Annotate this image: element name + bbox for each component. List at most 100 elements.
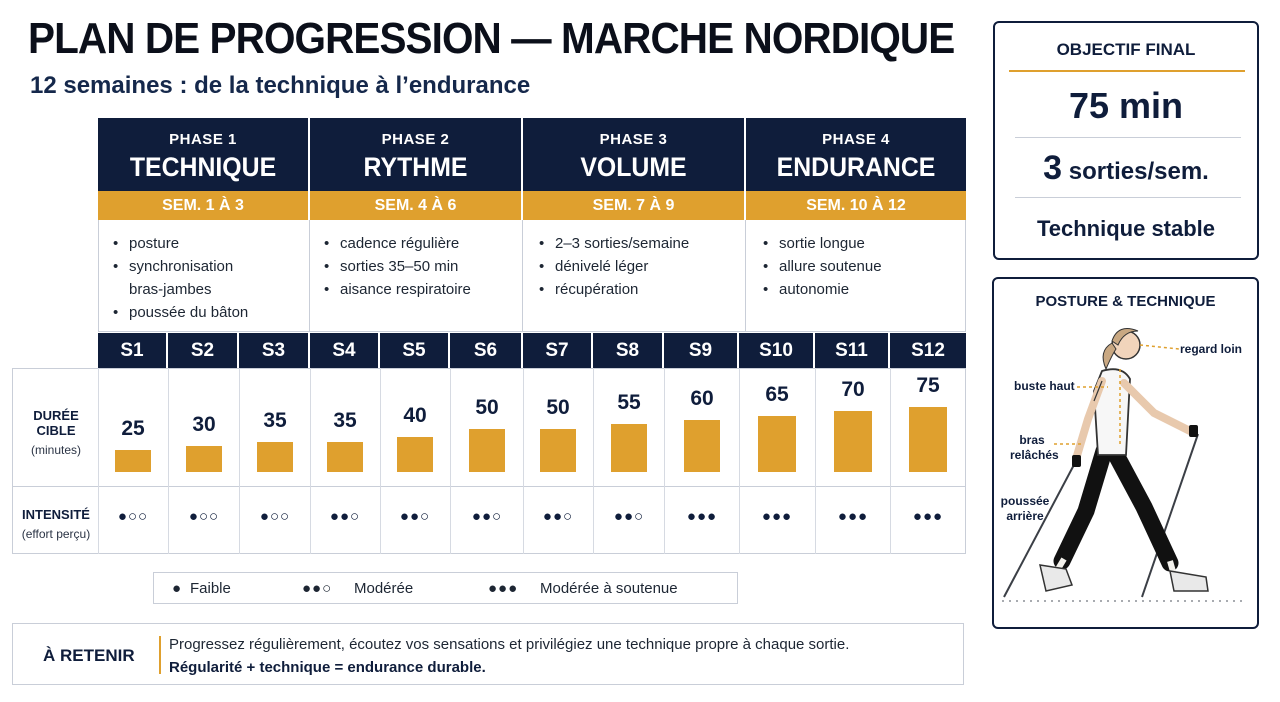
week-header-s7: S7 [523,333,593,368]
week-header-s9: S9 [664,333,739,368]
duration-value-label: 35 [333,409,357,432]
legend-mid-symbol: ●●○ [302,580,333,597]
duration-value-label: 60 [690,387,714,410]
goal-technique: Technique stable [1036,216,1216,241]
week-header-s3: S3 [239,333,310,368]
grid-divider [310,368,311,554]
grid-divider [168,368,169,554]
duration-value-label: 75 [916,374,940,397]
phase-1-weeks: SEM. 1 À 3 [98,191,310,220]
intensity-mark: ●○○ [188,508,220,525]
phase-point: sortie longue [763,232,965,255]
intensity-legend: ● Faible ●●○ Modérée ●●● Modérée à soute… [153,572,738,604]
duration-value-label: 50 [546,396,570,419]
phase-2-points: cadence régulière sorties 35–50 min aisa… [310,220,523,332]
duration-bar [186,446,222,472]
duration-value-label: 25 [121,417,145,440]
legend-low-label: Faible [190,580,231,597]
duration-bar [684,420,720,472]
page-title: PLAN DE PROGRESSION — MARCHE NORDIQUE [28,14,955,63]
phase-point: aisance respiratoire [324,278,522,301]
week-header-row [98,333,966,368]
phase-point: posture [113,232,309,255]
phase-1-points: posture synchronisation bras-jambes pous… [98,220,310,332]
progression-grid [12,368,966,554]
week-header-s8: S8 [593,333,664,368]
week-header-s6: S6 [450,333,523,368]
phase-3-header: PHASE 3 VOLUME [523,118,746,191]
duration-bar [115,450,151,472]
grid-divider [739,368,740,554]
legend-high-label: Modérée à soutenue [540,580,678,597]
phase-name: VOLUME [580,152,687,182]
intensity-mark: ●●○ [613,508,645,525]
phase-4-header: PHASE 4 ENDURANCE [746,118,966,191]
phase-3-points: 2–3 sorties/semaine dénivelé léger récup… [523,220,746,332]
grid-divider [380,368,381,554]
duration-bar [611,424,647,472]
duration-value-label: 70 [841,378,865,401]
goal-divider [1015,197,1241,198]
intensity-mark: ●●● [686,508,718,525]
phase-point: sorties 35–50 min [324,255,522,278]
phase-name: RYTHME [363,152,468,182]
posture-title: POSTURE & TECHNIQUE [1035,293,1216,310]
grid-divider [815,368,816,554]
posture-card: POSTURE & TECHNIQUE regard loin bus [992,277,1259,629]
intensity-mark: ●●● [761,508,793,525]
duration-value-label: 55 [617,391,641,414]
phase-1-header: PHASE 1 TECHNIQUE [98,118,310,191]
duration-bar [469,429,505,472]
duration-unit: (minutes) [30,443,81,457]
week-header-s10: S10 [739,333,815,368]
grid-divider [98,368,99,554]
grid-divider [664,368,665,554]
week-header-s12: S12 [911,340,945,361]
week-header-s11: S11 [815,333,890,368]
grid-divider [450,368,451,554]
phase-point: synchronisation bras-jambes [113,255,243,301]
phase-number: PHASE 1 [169,131,237,148]
intensity-mark: ●●○ [471,508,503,525]
intensity-label: INTENSITÉ [22,507,90,522]
week-header-s2: S2 [168,333,239,368]
label-arms: bras relâchés [1010,433,1059,462]
duration-value-label: 65 [765,383,789,406]
walker-illustration [1002,328,1246,602]
phase-point: allure soutenue [763,255,965,278]
legend-mid-label: Modérée [354,580,414,597]
phase-number: PHASE 2 [381,131,450,148]
intensity-mark: ●●● [837,508,869,525]
intensity-mark: ●●● [912,508,944,525]
phase-point: cadence régulière [324,232,522,255]
page-subtitle: 12 semaines : de la technique à l’endura… [30,72,531,99]
legend-low-symbol: ● [172,580,182,597]
remember-label: À RETENIR [43,646,135,665]
legend-high-symbol: ●●● [488,580,519,597]
intensity-mark: ●●○ [329,508,361,525]
phase-number: PHASE 3 [599,131,668,148]
final-goal-card: OBJECTIF FINAL 75 min 3 sorties/sem. Tec… [993,21,1259,260]
intensity-mark: ●●○ [399,508,431,525]
phase-3-weeks: SEM. 7 À 9 [523,191,746,220]
duration-value-label: 30 [192,413,216,436]
grid-divider [523,368,524,554]
goal-divider [1009,70,1245,72]
duration-value-label: 50 [475,396,499,419]
duration-bar [909,407,947,472]
duration-row-label: DURÉE CIBLE (minutes) [14,408,98,457]
grid-divider [593,368,594,554]
intensity-unit: (effort perçu) [21,527,91,541]
label-push: poussée arrière [1000,494,1050,523]
goal-duration: 75 min [1068,85,1184,126]
remember-box: À RETENIR Progressez régulièrement, écou… [12,623,964,685]
week-header-s4: S4 [310,333,380,368]
goal-divider [1015,137,1241,138]
phase-point: poussée du bâton [113,301,309,324]
week-header-s1: S1 [98,333,168,368]
phase-point: 2–3 sorties/semaine [539,232,745,255]
phase-name: TECHNIQUE [129,152,277,182]
label-gaze: regard loin [1180,342,1243,356]
phase-2-header: PHASE 2 RYTHME [310,118,523,191]
remember-text: Progressez régulièrement, écoutez vos se… [169,636,850,653]
